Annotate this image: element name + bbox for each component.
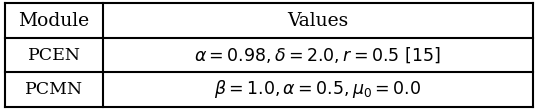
Text: $\alpha = 0.98, \delta = 2.0, r = 0.5\ [15]$: $\alpha = 0.98, \delta = 2.0, r = 0.5\ [… xyxy=(194,45,441,65)
Text: PCEN: PCEN xyxy=(27,47,81,63)
Text: $\beta = 1.0, \alpha = 0.5, \mu_0 = 0.0$: $\beta = 1.0, \alpha = 0.5, \mu_0 = 0.0$ xyxy=(214,78,421,100)
Text: Module: Module xyxy=(19,12,90,29)
Text: PCMN: PCMN xyxy=(25,81,83,98)
Text: Values: Values xyxy=(287,12,349,29)
